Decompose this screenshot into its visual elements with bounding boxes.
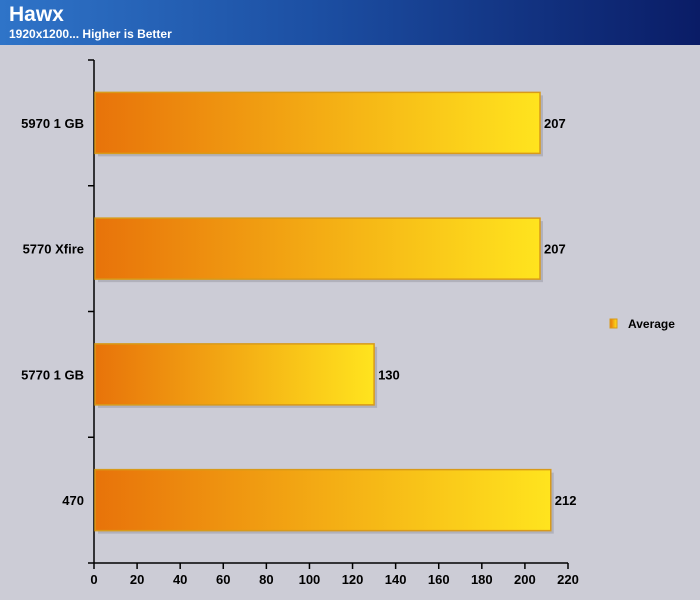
legend-label: Average <box>628 317 675 331</box>
bar <box>94 343 375 406</box>
x-tick-label: 60 <box>216 572 230 587</box>
x-tick-label: 0 <box>90 572 97 587</box>
x-tick-label: 140 <box>385 572 407 587</box>
bar <box>94 217 541 280</box>
bar-value-label: 207 <box>544 116 566 131</box>
x-tick-label: 200 <box>514 572 536 587</box>
legend-swatch <box>609 318 618 329</box>
x-tick-label: 160 <box>428 572 450 587</box>
x-tick-label: 100 <box>299 572 321 587</box>
bar-value-label: 130 <box>378 367 400 382</box>
category-label: 5770 1 GB <box>21 367 84 382</box>
x-tick-label: 20 <box>130 572 144 587</box>
category-label: 470 <box>62 493 84 508</box>
bar <box>94 468 552 532</box>
bar <box>94 91 541 155</box>
chart-title: Hawx <box>9 3 64 26</box>
x-tick-label: 80 <box>259 572 273 587</box>
bar-value-label: 207 <box>544 242 566 257</box>
chart-header: Hawx 1920x1200... Higher is Better <box>0 0 700 45</box>
chart-subtitle: 1920x1200... Higher is Better <box>9 27 172 41</box>
category-label: 5770 Xfire <box>23 242 84 257</box>
x-tick-label: 180 <box>471 572 493 587</box>
x-tick-label: 220 <box>557 572 579 587</box>
x-tick-label: 120 <box>342 572 364 587</box>
bar-value-label: 212 <box>555 493 577 508</box>
x-tick-label: 40 <box>173 572 187 587</box>
category-label: 5970 1 GB <box>21 116 84 131</box>
